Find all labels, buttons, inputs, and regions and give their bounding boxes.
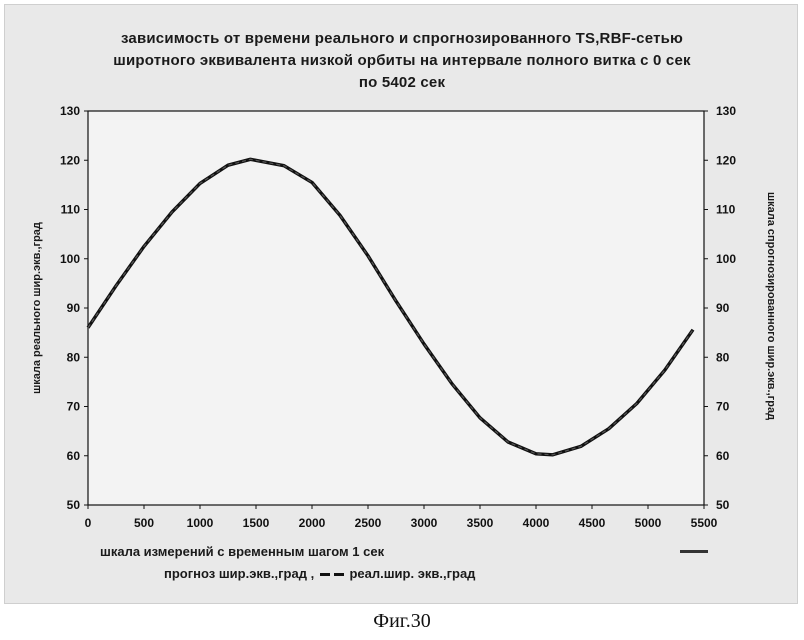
x-tick-label: 500 bbox=[134, 516, 154, 530]
x-tick-label: 5000 bbox=[635, 516, 662, 530]
legend: прогноз шир.экв.,град , реал.шир. экв.,г… bbox=[164, 566, 475, 581]
x-axis: 0 500 1000 1500 2000 2500 3000 3500 4000 4500 5000… bbox=[85, 505, 718, 530]
x-tick-label: 4000 bbox=[523, 516, 550, 530]
x-tick-label: 2500 bbox=[355, 516, 382, 530]
y-axis-label-right: шкала спрогнозированного шир.экв.,град bbox=[765, 192, 777, 420]
x-tick-label: 4500 bbox=[579, 516, 606, 530]
legend-real-label: реал.шир. экв.,град bbox=[349, 566, 475, 581]
y-tick-label-left: 130 bbox=[60, 104, 80, 118]
figure-caption: Фиг.30 bbox=[0, 610, 804, 633]
x-tick-label: 5500 bbox=[691, 516, 718, 530]
y-tick-label-left: 70 bbox=[67, 400, 81, 414]
y-tick-label-left: 50 bbox=[67, 498, 81, 512]
y-tick-label-left: 90 bbox=[67, 301, 81, 315]
y-axis-left: 50 60 70 80 90 100 110 120 130 bbox=[60, 104, 88, 512]
legend-forecast-label: прогноз шир.экв.,град , bbox=[164, 566, 314, 581]
y-tick-label-left: 100 bbox=[60, 252, 80, 266]
y-tick-label-right: 80 bbox=[716, 350, 730, 364]
y-tick-label-right: 110 bbox=[716, 203, 736, 217]
y-tick-label-left: 110 bbox=[61, 203, 81, 217]
y-tick-label-left: 120 bbox=[60, 153, 80, 167]
y-tick-label-right: 120 bbox=[716, 153, 736, 167]
y-tick-label-right: 50 bbox=[716, 498, 730, 512]
x-tick-label: 2000 bbox=[299, 516, 326, 530]
x-tick-label: 1000 bbox=[187, 516, 214, 530]
plot-area bbox=[88, 111, 704, 505]
y-tick-label-right: 130 bbox=[716, 104, 736, 118]
legend-dash-marker bbox=[320, 573, 330, 576]
y-tick-label-right: 60 bbox=[716, 449, 730, 463]
y-axis-right: 50 60 70 80 90 100 110 120 130 bbox=[704, 104, 736, 512]
x-tick-label: 1500 bbox=[243, 516, 270, 530]
y-tick-label-right: 70 bbox=[716, 400, 730, 414]
x-tick-label: 0 bbox=[85, 516, 92, 530]
x-axis-title: шкала измерений с временным шагом 1 сек bbox=[100, 544, 384, 559]
y-axis-label-left: шкала реального шир.экв.,град bbox=[31, 222, 43, 394]
y-tick-label-right: 100 bbox=[716, 252, 736, 266]
x-tick-label: 3500 bbox=[467, 516, 494, 530]
y-tick-label-left: 60 bbox=[67, 449, 81, 463]
x-tick-label: 3000 bbox=[411, 516, 438, 530]
legend-dash-marker-2 bbox=[334, 573, 344, 576]
y-tick-label-left: 80 bbox=[67, 350, 81, 364]
y-tick-label-right: 90 bbox=[716, 301, 730, 315]
legend-line-sample bbox=[680, 550, 708, 553]
